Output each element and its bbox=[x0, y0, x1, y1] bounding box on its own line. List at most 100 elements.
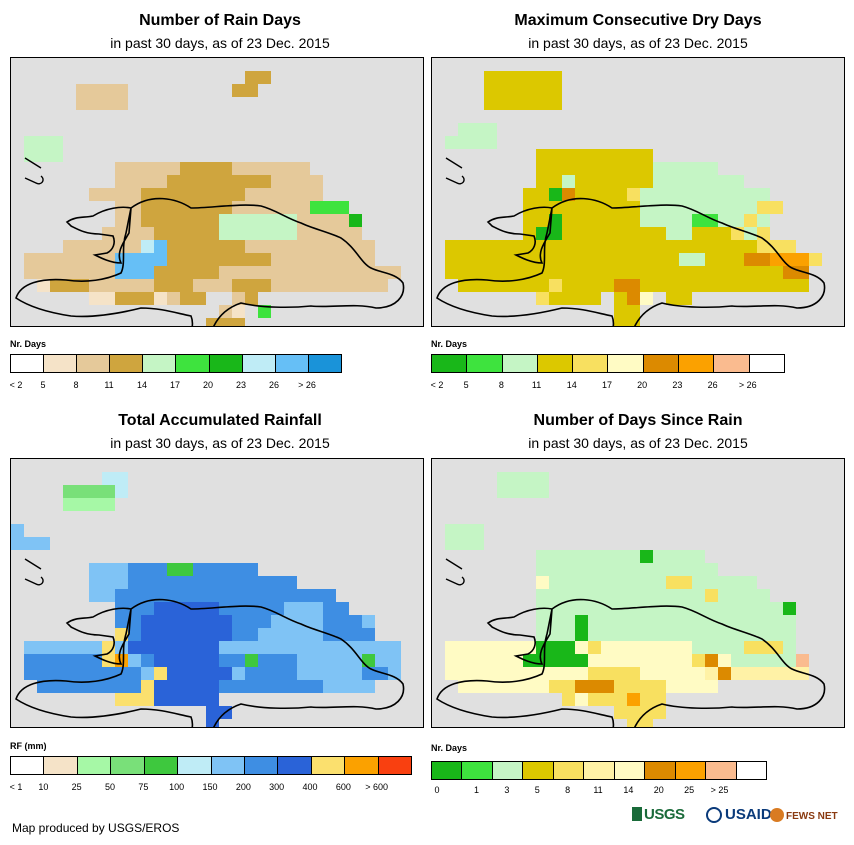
legend-swatch bbox=[111, 757, 145, 774]
grid-cell bbox=[705, 628, 718, 641]
grid-cell bbox=[705, 654, 718, 667]
legend-tick-label: 200 bbox=[235, 782, 251, 792]
grid-cell bbox=[640, 693, 653, 706]
grid-cell bbox=[284, 240, 297, 253]
grid-cell bbox=[167, 615, 180, 628]
grid-cell bbox=[783, 279, 796, 292]
grid-cell bbox=[757, 253, 770, 266]
grid-cell bbox=[89, 576, 102, 589]
grid-cell bbox=[154, 680, 167, 693]
grid-cell bbox=[627, 292, 640, 305]
legend-tick-label: 20 bbox=[202, 380, 213, 390]
grid-cell bbox=[692, 175, 705, 188]
grid-cell bbox=[627, 279, 640, 292]
panel-title: Number of Rain Days bbox=[139, 12, 301, 29]
grid-cell bbox=[458, 123, 471, 136]
grid-cell bbox=[310, 615, 323, 628]
grid-cell bbox=[128, 188, 141, 201]
grid-cell bbox=[614, 667, 627, 680]
grid-cell bbox=[640, 162, 653, 175]
grid-cell bbox=[614, 253, 627, 266]
legend-tick-label: > 600 bbox=[365, 782, 389, 792]
grid-cell bbox=[89, 188, 102, 201]
grid-cell bbox=[154, 227, 167, 240]
grid-cell bbox=[588, 680, 601, 693]
grid-cell bbox=[562, 240, 575, 253]
grid-cell bbox=[102, 292, 115, 305]
grid-cell bbox=[640, 214, 653, 227]
grid-cell bbox=[128, 279, 141, 292]
grid-cell bbox=[497, 654, 510, 667]
grid-cell bbox=[692, 667, 705, 680]
grid-cell bbox=[705, 279, 718, 292]
grid-cell bbox=[154, 201, 167, 214]
grid-cell bbox=[640, 240, 653, 253]
grid-cell bbox=[323, 201, 336, 214]
grid-cell bbox=[575, 227, 588, 240]
grid-cell bbox=[679, 266, 692, 279]
grid-cell bbox=[141, 266, 154, 279]
hispaniola-outline bbox=[436, 197, 826, 326]
grid-cell bbox=[692, 253, 705, 266]
grid-cell bbox=[232, 589, 245, 602]
grid-cell bbox=[128, 175, 141, 188]
grid-cell bbox=[245, 201, 258, 214]
grid-cell bbox=[167, 253, 180, 266]
grid-cell bbox=[653, 550, 666, 563]
grid-cell bbox=[783, 602, 796, 615]
grid-cell bbox=[349, 654, 362, 667]
grid-cell bbox=[601, 188, 614, 201]
legend-swatch bbox=[432, 355, 468, 372]
grid-cell bbox=[679, 162, 692, 175]
legend-tick-label: 14 bbox=[136, 380, 147, 390]
grid-cell bbox=[536, 615, 549, 628]
grid-cell bbox=[89, 563, 102, 576]
grid-cell bbox=[76, 266, 89, 279]
grid-cell bbox=[536, 84, 549, 97]
legend-tick-label: 26 bbox=[268, 380, 279, 390]
grid-cell bbox=[627, 589, 640, 602]
grid-cell bbox=[484, 97, 497, 110]
grid-cell bbox=[562, 279, 575, 292]
grid-cell bbox=[627, 719, 640, 727]
grid-cell bbox=[640, 654, 653, 667]
grid-cell bbox=[614, 149, 627, 162]
grid-cell bbox=[271, 589, 284, 602]
grid-cell bbox=[232, 279, 245, 292]
grid-cell bbox=[232, 654, 245, 667]
legend-tick-label: 11 bbox=[593, 785, 603, 795]
legend-tick-label: 5 bbox=[534, 785, 540, 795]
grid-cell bbox=[154, 563, 167, 576]
grid-cell bbox=[232, 667, 245, 680]
grid-cell bbox=[679, 188, 692, 201]
grid-cell bbox=[575, 214, 588, 227]
grid-cell bbox=[601, 680, 614, 693]
grid-cell bbox=[523, 654, 536, 667]
grid-cell bbox=[76, 97, 89, 110]
grid-cell bbox=[562, 175, 575, 188]
grid-cell bbox=[349, 227, 362, 240]
grid-cell bbox=[206, 240, 219, 253]
legend-swatch bbox=[492, 762, 524, 779]
grid-cell bbox=[653, 201, 666, 214]
grid-cell bbox=[37, 537, 50, 550]
legend-tick-label: 20 bbox=[637, 380, 648, 390]
grid-cell bbox=[258, 227, 271, 240]
map-days-since-rain bbox=[431, 458, 845, 728]
grid-cell bbox=[336, 628, 349, 641]
grid-cell bbox=[523, 667, 536, 680]
grid-cell bbox=[141, 175, 154, 188]
grid-cell bbox=[757, 615, 770, 628]
grid-cell bbox=[245, 253, 258, 266]
grid-cell bbox=[627, 563, 640, 576]
grid-cell bbox=[180, 227, 193, 240]
grid-cell bbox=[484, 240, 497, 253]
grid-cell bbox=[141, 188, 154, 201]
panel-title: Maximum Consecutive Dry Days bbox=[514, 12, 762, 29]
grid-cell bbox=[115, 680, 128, 693]
grid-cell bbox=[640, 149, 653, 162]
grid-cell bbox=[349, 680, 362, 693]
grid-cell bbox=[284, 162, 297, 175]
grid-cell bbox=[297, 214, 310, 227]
grid-cell bbox=[731, 279, 744, 292]
